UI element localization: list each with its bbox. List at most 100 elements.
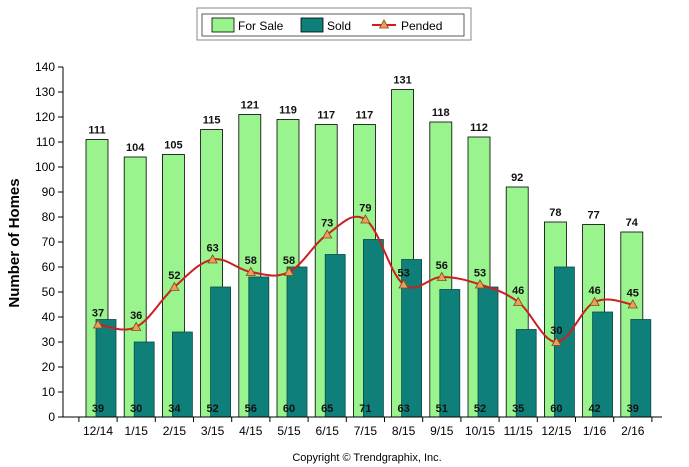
data-label-pended: 53 <box>474 268 486 280</box>
data-label-for-sale: 112 <box>470 122 488 134</box>
legend-label-for-sale: For Sale <box>238 19 284 33</box>
data-label-pended: 56 <box>436 260 448 272</box>
x-tick-label: 2/16 <box>621 424 645 438</box>
pended-marker <box>589 296 600 306</box>
pended-marker <box>322 229 333 239</box>
pended-marker <box>92 319 104 329</box>
bars <box>85 89 652 418</box>
data-label-sold: 65 <box>321 403 333 415</box>
legend-label-sold: Sold <box>327 19 351 33</box>
y-tick-label: 80 <box>42 210 56 224</box>
data-label-for-sale: 118 <box>432 107 450 119</box>
data-label-sold: 52 <box>474 403 486 415</box>
data-label-for-sale: 92 <box>511 172 523 184</box>
x-tick-label: 7/15 <box>354 424 378 438</box>
bar-sold <box>210 286 232 418</box>
data-label-pended: 45 <box>627 288 639 300</box>
data-label-for-sale: 77 <box>587 210 599 222</box>
legend-marker-pended <box>378 19 390 29</box>
y-tick-label: 110 <box>36 135 55 149</box>
x-tick-label: 2/15 <box>163 424 187 438</box>
y-tick-label: 120 <box>35 110 55 124</box>
data-label-sold: 30 <box>130 403 142 415</box>
y-tick-label: 10 <box>42 385 56 399</box>
data-label-sold: 39 <box>92 403 104 415</box>
data-label-for-sale: 121 <box>241 100 259 112</box>
data-label-sold: 60 <box>550 403 562 415</box>
x-tick-label: 11/15 <box>504 424 533 438</box>
data-label-for-sale: 115 <box>203 115 221 127</box>
legend-box <box>196 7 472 41</box>
x-tick-label: 5/15 <box>277 424 301 438</box>
data-label-sold: 39 <box>627 403 639 415</box>
data-label-pended: 73 <box>321 218 333 230</box>
x-axis: 12/14 1/15 2/15 3/15 4/15 5/15 6/15 7/15 8/15 9/1… <box>63 416 662 438</box>
x-tick-label: 1/15 <box>125 424 149 438</box>
data-label-for-sale: 117 <box>356 110 374 122</box>
data-label-for-sale: 104 <box>126 142 145 154</box>
data-label-pended: 36 <box>130 310 142 322</box>
y-tick-label: 140 <box>35 60 55 74</box>
pended-marker <box>474 279 486 289</box>
x-tick-label: 1/16 <box>583 424 607 438</box>
pended-marker <box>551 336 562 346</box>
data-label-sold: 35 <box>512 403 524 415</box>
data-label-for-sale: 74 <box>626 217 639 229</box>
copyright-text: Copyright © Trendgraphix, Inc. <box>292 452 441 464</box>
y-tick-label: 60 <box>42 260 56 274</box>
bar-sold <box>477 286 499 418</box>
y-tick-label: 90 <box>42 185 56 199</box>
x-tick-label: 3/15 <box>201 424 225 438</box>
bar-sold <box>362 239 384 418</box>
y-tick-label: 0 <box>48 410 55 424</box>
data-label-for-sale: 111 <box>88 125 105 137</box>
y-tick-label: 70 <box>42 235 56 249</box>
pended-marker <box>398 279 409 289</box>
legend: For Sale Sold Pended <box>196 7 472 41</box>
bar-sold <box>286 266 308 418</box>
legend-label-pended: Pended <box>401 19 442 33</box>
data-label-for-sale: 119 <box>279 105 297 117</box>
pended-marker <box>169 281 180 291</box>
data-label-sold: 63 <box>397 403 409 415</box>
data-label-for-sale: 105 <box>164 140 182 152</box>
x-tick-label: 4/15 <box>239 424 263 438</box>
pended-marker <box>131 321 142 331</box>
data-label-for-sale: 131 <box>393 75 411 87</box>
legend-inner-border <box>201 13 465 37</box>
legend-swatch-sold <box>300 17 324 33</box>
data-label-pended: 79 <box>359 203 371 215</box>
x-tick-label: 9/15 <box>430 424 454 438</box>
pended-marker <box>207 254 218 264</box>
x-tick-label: 10/15 <box>465 424 495 438</box>
bar-sold <box>248 276 270 418</box>
y-axis-title: Number of Homes <box>6 178 23 307</box>
data-label-pended: 58 <box>283 255 295 267</box>
pended-marker <box>436 271 447 281</box>
data-label-sold: 51 <box>436 403 448 415</box>
bar-sold <box>324 254 346 418</box>
y-axis: 0 10 20 30 40 50 60 70 80 90 100 110 120 130 140 <box>35 60 64 424</box>
data-label-pended: 30 <box>550 325 562 337</box>
bar-sold <box>592 311 613 418</box>
data-label-sold: 56 <box>245 403 257 415</box>
data-label-for-sale: 78 <box>549 207 561 219</box>
data-label-sold: 71 <box>359 403 371 415</box>
x-tick-label: 8/15 <box>392 424 416 438</box>
data-label-for-sale: 117 <box>317 110 335 122</box>
data-label-sold: 42 <box>588 403 600 415</box>
pended-marker <box>283 266 295 276</box>
pended-marker <box>627 299 638 309</box>
y-tick-label: 40 <box>42 310 56 324</box>
pended-line <box>92 214 638 346</box>
y-tick-label: 50 <box>42 285 56 299</box>
x-tick-label: 12/15 <box>541 424 571 438</box>
data-label-pended: 63 <box>206 243 218 255</box>
x-tick-label: 12/14 <box>83 424 113 438</box>
data-label-pended: 53 <box>397 268 409 280</box>
pended-marker <box>513 296 524 306</box>
y-tick-label: 130 <box>35 85 55 99</box>
bar-sold <box>439 289 461 418</box>
data-label-pended: 37 <box>92 308 104 320</box>
